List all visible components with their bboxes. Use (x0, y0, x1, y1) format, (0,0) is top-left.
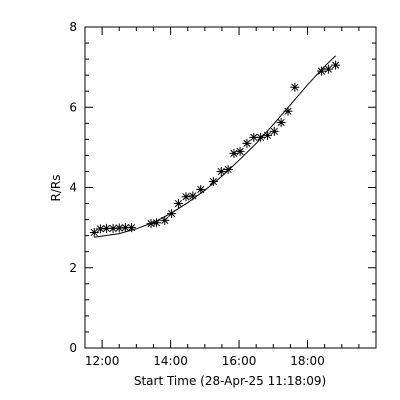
data-point (181, 192, 191, 202)
data-point (235, 146, 245, 156)
data-point (249, 132, 259, 142)
data-point (262, 130, 272, 140)
data-point (167, 209, 177, 219)
data-point (317, 66, 327, 76)
data-point (229, 148, 239, 158)
data-point (323, 64, 333, 74)
data-point (108, 223, 118, 233)
data-point (95, 224, 105, 234)
data-point (127, 223, 137, 233)
data-point (188, 191, 198, 201)
data-point (256, 132, 266, 142)
data-point (276, 117, 286, 127)
x-tick-label: 14:00 (153, 354, 188, 368)
y-tick-label: 8 (69, 20, 77, 34)
y-tick-label: 4 (69, 181, 77, 195)
y-tick-label: 2 (69, 261, 77, 275)
data-point (146, 219, 156, 229)
data-point (173, 199, 183, 209)
data-points (89, 60, 341, 237)
fit-line (94, 55, 336, 238)
data-point (102, 223, 112, 233)
data-point (269, 126, 279, 136)
x-axis-label: Start Time (28-Apr-25 11:18:09) (134, 374, 326, 388)
data-point (196, 185, 206, 195)
x-tick-label: 16:00 (222, 354, 257, 368)
plot-frame (84, 26, 377, 349)
y-tick-label: 0 (69, 341, 77, 355)
data-point (208, 176, 218, 186)
data-point (120, 223, 130, 233)
data-point (290, 82, 300, 92)
data-point (331, 60, 341, 70)
x-tick-label: 12:00 (85, 354, 120, 368)
x-tick-label: 18:00 (290, 354, 325, 368)
data-point (242, 138, 252, 148)
data-point (152, 218, 162, 228)
y-tick-label: 6 (69, 100, 77, 114)
tick-labels: 12:00 14:00 16:00 18:00 0 2 4 6 8 (69, 20, 324, 368)
data-point (89, 227, 99, 237)
data-point (160, 215, 170, 225)
data-point (216, 166, 226, 176)
data-point (114, 223, 124, 233)
ticks (84, 26, 376, 349)
data-point (283, 106, 293, 116)
y-axis-label: R/Rs (49, 175, 63, 202)
data-point (223, 164, 233, 174)
